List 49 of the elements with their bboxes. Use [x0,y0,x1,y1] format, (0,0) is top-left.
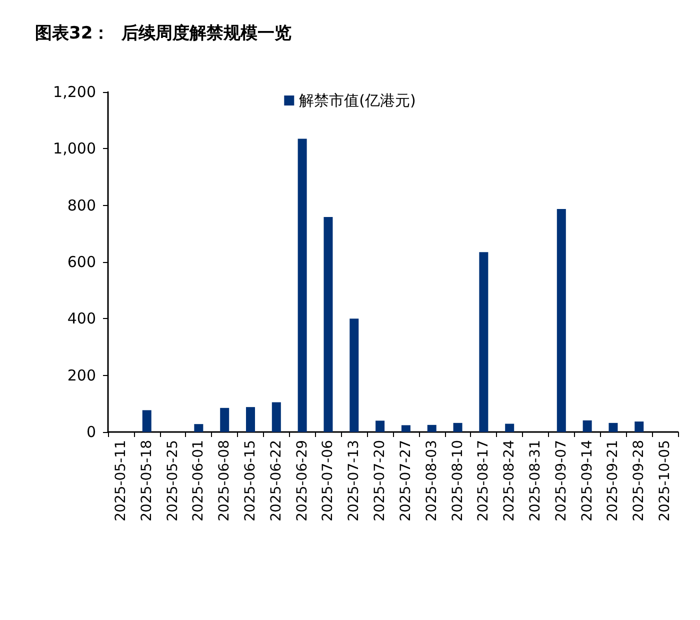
x-tick-label: 2025-08-31 [528,440,544,522]
bar [142,410,152,432]
chart-title: 图表32： 后续周度解禁规模一览 [35,24,292,44]
bar [582,420,592,432]
x-tick-label: 2025-07-20 [372,440,388,522]
y-tick-label: 0 [86,423,96,441]
y-tick-label: 800 [67,196,96,214]
y-tick-label: 200 [67,366,96,384]
x-tick-label: 2025-07-13 [346,440,362,522]
x-tick-label: 2025-06-08 [216,440,233,522]
x-tick-label: 2025-07-27 [398,440,414,522]
x-tick-label: 2025-06-29 [294,440,310,522]
x-tick-label: 2025-08-03 [424,440,440,522]
x-tick-label: 2025-08-17 [476,440,492,522]
bar [246,407,255,432]
y-tick-label: 400 [67,310,96,328]
bar [479,252,488,432]
x-tick-label: 2025-07-06 [320,440,336,522]
bar [324,216,333,432]
y-tick-label: 600 [67,253,96,271]
bar [220,408,230,432]
x-tick-label: 2025-05-18 [138,440,155,522]
x-tick-label: 2025-09-21 [605,440,622,522]
x-tick-label: 2025-08-10 [450,440,466,522]
x-tick-label: 2025-06-01 [190,440,207,522]
x-tick-label: 2025-09-07 [553,440,570,522]
y-tick-label: 1,000 [53,140,96,158]
bar [453,422,462,432]
x-tick-label: 2025-10-05 [657,440,674,522]
x-tick-label: 2025-05-11 [112,440,129,522]
x-tick-label: 2025-08-24 [502,440,518,522]
bar [505,424,514,432]
bar [556,209,566,432]
bar [194,424,204,432]
bar [401,425,410,432]
bar [376,420,385,432]
bar [634,422,644,432]
x-tick-label: 2025-09-28 [631,440,648,522]
x-tick-label: 2025-06-15 [242,440,258,522]
y-tick-label: 1,200 [53,83,96,101]
bar [298,138,307,432]
x-tick-label: 2025-09-14 [579,440,596,522]
x-tick-label: 2025-06-22 [268,440,284,522]
legend-label: 解禁市值(亿港元) [299,92,416,110]
bar [350,318,359,432]
bar [608,422,618,432]
x-tick-label: 2025-05-25 [164,440,181,522]
bar [272,402,281,432]
bar [427,424,436,432]
